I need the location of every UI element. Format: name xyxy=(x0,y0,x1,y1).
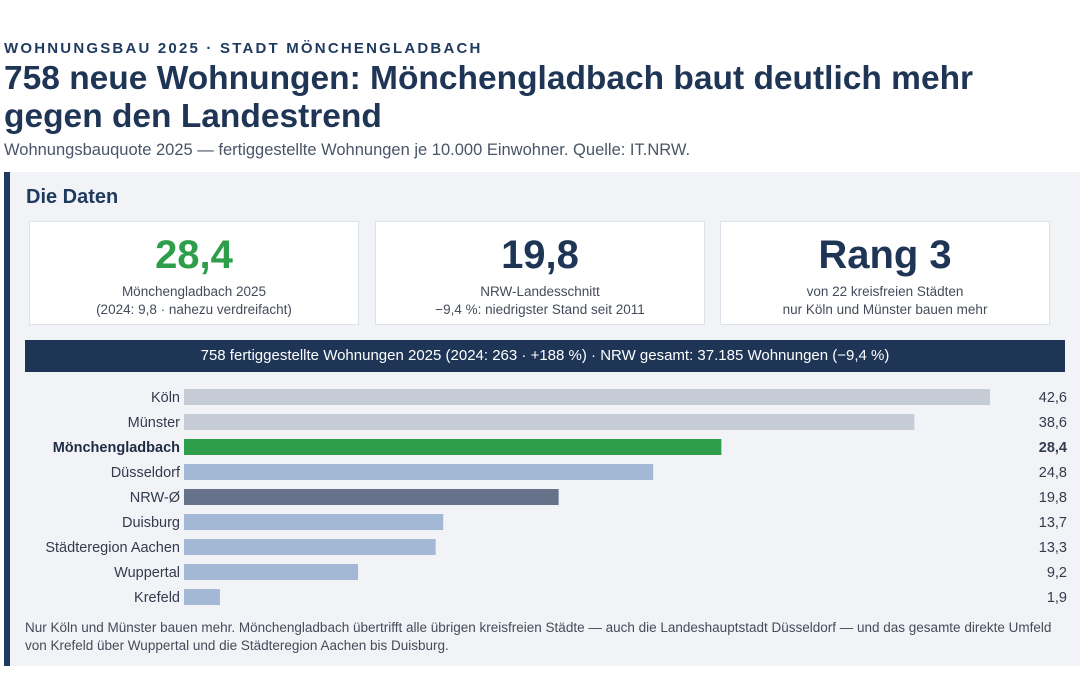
stat-card-mg-detail: (2024: 9,8 · nahezu verdreifacht) xyxy=(96,302,292,317)
stat-card-nrw: 19,8 NRW-Landesschnitt −9,4 %: niedrigst… xyxy=(375,221,705,325)
bar-stadteregion-aachen xyxy=(184,539,436,555)
stat-card-nrw-value: 19,8 xyxy=(501,233,579,277)
value-label-duisburg: 13,7 xyxy=(1039,515,1067,531)
category-label-krefeld: Krefeld xyxy=(134,590,180,606)
data-panel: Die Daten 28,4 Mönchengladbach 2025 (202… xyxy=(4,172,1080,666)
stat-card-rank-value: Rang 3 xyxy=(818,233,952,277)
value-label-wuppertal: 9,2 xyxy=(1047,565,1067,581)
bar-dusseldorf xyxy=(184,464,654,480)
bar-duisburg xyxy=(184,514,444,530)
stat-card-mg: 28,4 Mönchengladbach 2025 (2024: 9,8 · n… xyxy=(29,221,359,325)
category-label-munster: Münster xyxy=(128,415,181,431)
category-label-wuppertal: Wuppertal xyxy=(114,565,180,581)
stat-card-rank-detail: nur Köln und Münster bauen mehr xyxy=(782,302,988,317)
stat-card-mg-value: 28,4 xyxy=(155,233,233,277)
bar-chart: Köln 42,6 Münster 38,6 Mönchengladbach 28,4 Dü… xyxy=(45,389,1067,606)
bar-koln xyxy=(184,389,990,405)
stat-card-nrw-label: NRW-Landesschnitt xyxy=(480,284,600,299)
stat-card-nrw-detail: −9,4 %: niedrigster Stand seit 2011 xyxy=(435,302,645,317)
stat-card-rank: Rang 3 von 22 kreisfreien Städten nur Kö… xyxy=(720,221,1050,325)
bar-wuppertal xyxy=(184,564,359,580)
value-label-munster: 38,6 xyxy=(1039,415,1067,431)
bar-nrw xyxy=(184,489,559,505)
category-label-monchengladbach: Mönchengladbach xyxy=(53,440,180,456)
subtitle: Wohnungsbauquote 2025 — fertiggestellte … xyxy=(4,141,691,159)
headline: 758 neue Wohnungen: Mönchengladbach baut… xyxy=(4,60,974,135)
category-label-stadteregion-aachen: Städteregion Aachen xyxy=(45,540,180,556)
category-label-dusseldorf: Düsseldorf xyxy=(111,465,181,481)
value-label-krefeld: 1,9 xyxy=(1047,590,1067,606)
summary-banner: 758 fertiggestellte Wohnungen 2025 (2024… xyxy=(25,340,1065,372)
stat-card-rank-label: von 22 kreisfreien Städten xyxy=(806,284,964,299)
category-label-koln: Köln xyxy=(151,390,180,406)
bar-monchengladbach xyxy=(184,439,722,455)
category-label-duisburg: Duisburg xyxy=(122,515,180,531)
value-label-monchengladbach: 28,4 xyxy=(1039,440,1067,456)
panel-title: Die Daten xyxy=(26,186,119,208)
stat-card-mg-label: Mönchengladbach 2025 xyxy=(121,284,267,299)
bar-munster xyxy=(184,414,915,430)
value-label-stadteregion-aachen: 13,3 xyxy=(1039,540,1067,556)
value-label-nrw: 19,8 xyxy=(1039,490,1067,506)
value-label-dusseldorf: 24,8 xyxy=(1039,465,1067,481)
category-label-nrw: NRW-Ø xyxy=(130,490,180,506)
footnote: Nur Köln und Münster bauen mehr. Mönchen… xyxy=(25,620,1052,653)
kicker: WOHNUNGSBAU 2025 · STADT MÖNCHENGLADBACH xyxy=(4,40,483,57)
value-label-koln: 42,6 xyxy=(1039,390,1067,406)
bar-krefeld xyxy=(184,589,220,605)
